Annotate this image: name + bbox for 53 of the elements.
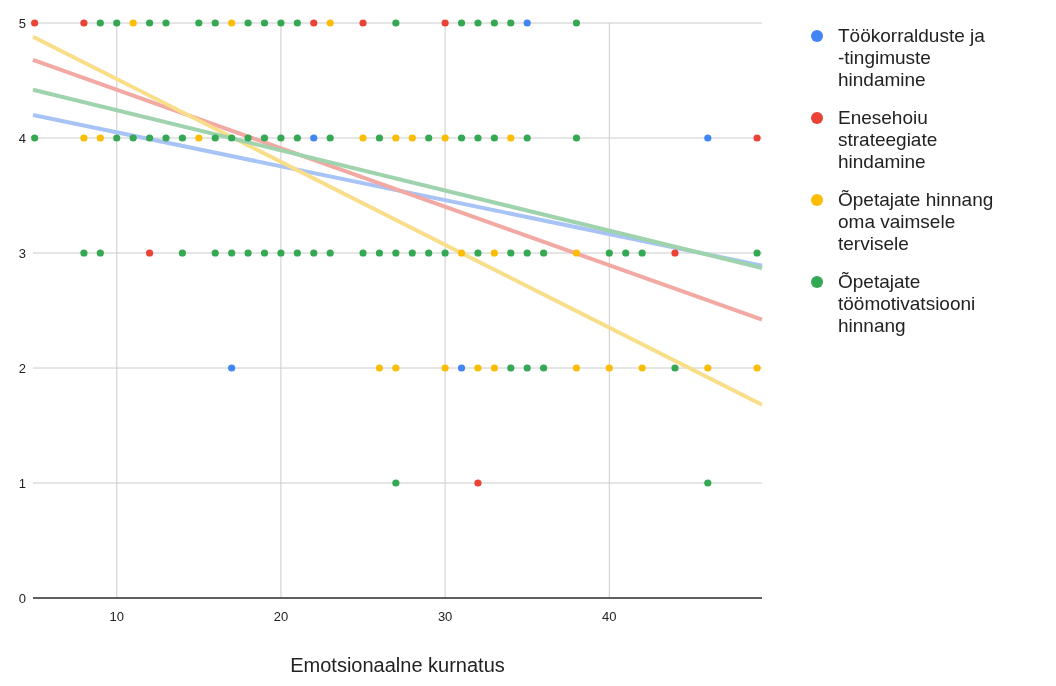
point [490, 364, 498, 372]
point [80, 19, 88, 27]
x-tick-label: 20 [273, 609, 289, 624]
point [408, 134, 416, 142]
point [605, 364, 613, 372]
point [704, 134, 712, 142]
y-tick-label: 5 [18, 15, 26, 31]
legend-label: Õpetajate töömotivatsiooni hinnang [838, 271, 976, 336]
point [671, 249, 679, 257]
point [457, 364, 466, 372]
point [129, 19, 137, 27]
point [195, 134, 203, 142]
point [572, 364, 581, 372]
x-axis-title: Emotsionaalne kurnatus [290, 654, 505, 676]
y-tick-label: 1 [18, 475, 26, 491]
point [392, 134, 400, 142]
point [474, 479, 482, 487]
point [474, 364, 482, 372]
point [31, 19, 39, 27]
y-tick-label: 2 [18, 360, 26, 376]
legend-label: Töökorralduste ja -tingimuste hindamine [838, 25, 986, 90]
point [753, 134, 761, 142]
point [507, 134, 515, 142]
point [228, 19, 236, 27]
point [359, 19, 367, 27]
point [490, 249, 498, 257]
legend-label: Enesehoiu strateegiate hindamine [838, 107, 938, 172]
x-tick-label: 40 [602, 609, 617, 624]
point [638, 364, 646, 372]
point [310, 19, 318, 27]
point [753, 364, 761, 372]
y-tick-label: 0 [18, 590, 26, 606]
point [326, 19, 334, 27]
point [441, 19, 449, 27]
x-tick-label: 10 [109, 609, 124, 624]
point [228, 364, 236, 372]
x-tick-label: 30 [437, 609, 453, 624]
point [572, 249, 581, 257]
legend-label: Õpetajate hinnang oma vaimsele tervisele [838, 189, 994, 254]
point [441, 134, 449, 142]
point [80, 134, 88, 142]
point [523, 19, 531, 27]
point [310, 134, 318, 142]
point [375, 364, 384, 372]
y-tick-label: 4 [18, 130, 26, 146]
point [457, 249, 466, 257]
point [441, 364, 449, 372]
point [704, 364, 712, 372]
point [392, 364, 400, 372]
y-tick-label: 3 [18, 245, 26, 261]
point [96, 134, 104, 142]
point [145, 249, 154, 257]
point [359, 134, 367, 142]
